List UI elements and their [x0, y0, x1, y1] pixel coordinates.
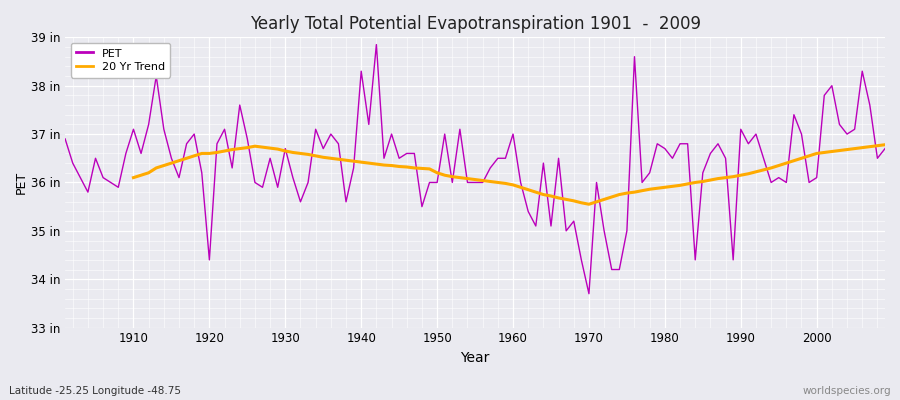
20 Yr Trend [826, 149, 837, 154]
20 Yr Trend [515, 185, 526, 190]
PET [614, 267, 625, 272]
PET [879, 146, 890, 151]
Title: Yearly Total Potential Evapotranspiration 1901  -  2009: Yearly Total Potential Evapotranspiratio… [249, 15, 700, 33]
PET [508, 132, 518, 136]
20 Yr Trend [128, 175, 139, 180]
Line: PET: PET [65, 44, 885, 294]
PET [287, 175, 298, 180]
Line: 20 Yr Trend: 20 Yr Trend [133, 145, 885, 204]
20 Yr Trend [273, 147, 284, 152]
PET [59, 136, 70, 141]
PET [121, 151, 131, 156]
X-axis label: Year: Year [461, 351, 490, 365]
20 Yr Trend [583, 202, 594, 207]
20 Yr Trend [850, 146, 860, 151]
Text: Latitude -25.25 Longitude -48.75: Latitude -25.25 Longitude -48.75 [9, 386, 181, 396]
PET [371, 42, 382, 47]
Legend: PET, 20 Yr Trend: PET, 20 Yr Trend [71, 43, 170, 78]
PET [515, 180, 526, 185]
20 Yr Trend [576, 200, 587, 205]
Y-axis label: PET: PET [15, 171, 28, 194]
20 Yr Trend [302, 152, 313, 157]
Text: worldspecies.org: worldspecies.org [803, 386, 891, 396]
PET [333, 141, 344, 146]
20 Yr Trend [879, 142, 890, 147]
PET [583, 291, 594, 296]
